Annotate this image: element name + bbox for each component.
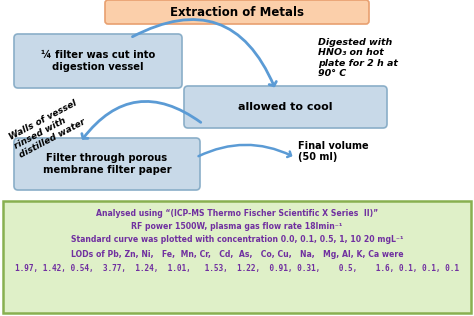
Text: Extraction of Metals: Extraction of Metals [170,5,304,19]
FancyBboxPatch shape [14,34,182,88]
FancyBboxPatch shape [3,201,471,313]
Text: Filter through porous
membrane filter paper: Filter through porous membrane filter pa… [43,153,171,175]
Text: Final volume
(50 ml): Final volume (50 ml) [298,141,369,162]
FancyBboxPatch shape [184,86,387,128]
Text: allowed to cool: allowed to cool [238,102,333,112]
Text: Standard curve was plotted with concentration 0.0, 0.1, 0.5, 1, 10 20 mgL⁻¹: Standard curve was plotted with concentr… [71,235,403,244]
FancyBboxPatch shape [105,0,369,24]
Text: Analysed using “(ICP-MS Thermo Fischer Scientific X Series  II)”: Analysed using “(ICP-MS Thermo Fischer S… [96,209,378,218]
Text: 1.97, 1.42, 0.54,  3.77,  1.24,  1.01,   1.53,  1.22,  0.91, 0.31,    0.5,    1.: 1.97, 1.42, 0.54, 3.77, 1.24, 1.01, 1.53… [15,264,459,273]
Text: Digested with
HNO₃ on hot
plate for 2 h at
90° C: Digested with HNO₃ on hot plate for 2 h … [318,38,398,78]
Text: Walls of vessel
rinsed with
distilled water: Walls of vessel rinsed with distilled wa… [8,98,89,160]
Text: ¼ filter was cut into
digestion vessel: ¼ filter was cut into digestion vessel [41,50,155,72]
Text: LODs of Pb, Zn, Ni,   Fe,  Mn, Cr,   Cd,  As,   Co, Cu,   Na,   Mg, Al, K, Ca we: LODs of Pb, Zn, Ni, Fe, Mn, Cr, Cd, As, … [71,250,403,259]
Text: RF power 1500W, plasma gas flow rate 18lmin⁻¹: RF power 1500W, plasma gas flow rate 18l… [131,222,343,231]
FancyBboxPatch shape [14,138,200,190]
